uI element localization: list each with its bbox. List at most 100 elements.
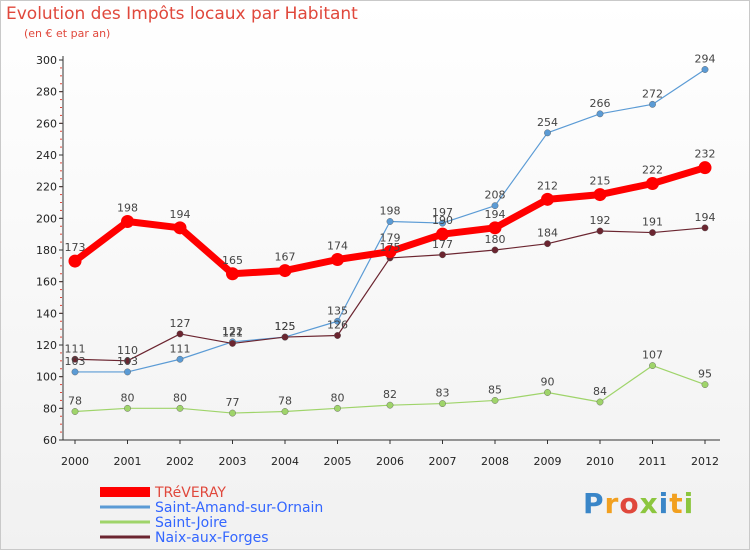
data-label: 121: [222, 326, 243, 339]
data-label: 198: [380, 205, 401, 218]
data-point: [491, 397, 499, 404]
data-label: 180: [485, 233, 506, 246]
data-point: [439, 400, 446, 407]
y-minor-tick: [60, 209, 62, 211]
data-label: 82: [383, 388, 397, 401]
y-minor-tick: [60, 67, 62, 69]
data-point: [701, 224, 709, 232]
legend: TRéVERAYSaint-Amand-sur-OrnainSaint-Joir…: [100, 485, 323, 546]
data-label: 85: [488, 383, 502, 396]
y-minor-tick: [60, 170, 62, 172]
data-label: 125: [275, 320, 296, 333]
data-label: 83: [436, 387, 450, 400]
y-tick-label: 100: [36, 371, 57, 384]
x-tick-label: 2009: [534, 455, 562, 468]
data-label: 80: [173, 391, 187, 404]
y-minor-tick: [60, 289, 62, 291]
legend-label: Saint-Joire: [155, 515, 227, 531]
data-point: [383, 245, 397, 259]
y-minor-tick: [60, 146, 62, 148]
data-label: 174: [327, 240, 348, 253]
y-tick-label: 300: [36, 54, 57, 67]
data-label: 111: [170, 342, 191, 355]
data-point: [68, 254, 82, 268]
data-point: [544, 389, 551, 396]
data-label: 173: [65, 241, 86, 254]
data-label: 127: [170, 317, 191, 330]
data-point: [544, 240, 551, 248]
data-label: 194: [485, 208, 506, 221]
y-tick-label: 260: [36, 117, 57, 130]
x-tick-label: 2008: [481, 455, 509, 468]
legend-label: Naix-aux-Forges: [155, 530, 269, 546]
y-tick-label: 120: [36, 339, 57, 352]
data-label: 294: [695, 53, 716, 66]
data-point: [593, 188, 607, 202]
data-label: 78: [278, 395, 292, 408]
data-label: 167: [275, 251, 296, 264]
y-tick-label: 220: [36, 181, 57, 194]
data-point: [596, 110, 604, 118]
y-minor-tick: [60, 233, 62, 235]
data-label: 80: [331, 391, 345, 404]
data-point: [701, 66, 709, 73]
data-label: 184: [537, 227, 558, 240]
data-point: [124, 368, 131, 376]
data-point: [491, 246, 499, 254]
legend-swatch: [100, 505, 150, 509]
y-minor-tick: [60, 83, 62, 85]
y-minor-tick: [60, 320, 62, 322]
x-tick-label: 2002: [166, 455, 194, 468]
x-tick-label: 2012: [691, 455, 719, 468]
data-label: 90: [541, 376, 555, 389]
x-tick-label: 2005: [324, 455, 352, 468]
data-label: 212: [537, 179, 558, 192]
data-label: 80: [121, 391, 135, 404]
y-minor-tick: [60, 399, 62, 401]
x-tick-label: 2000: [61, 455, 89, 468]
data-label: 84: [593, 385, 607, 398]
data-point: [281, 408, 289, 415]
y-minor-tick: [60, 423, 62, 425]
legend-swatch: [100, 535, 150, 539]
data-point: [71, 408, 79, 415]
x-tick-label: 2003: [219, 455, 247, 468]
y-minor-tick: [60, 107, 62, 108]
y-minor-tick: [60, 415, 62, 417]
y-minor-tick: [60, 352, 62, 354]
y-minor-tick: [60, 114, 62, 116]
data-point: [649, 100, 656, 108]
data-label: 272: [642, 87, 663, 100]
data-label: 208: [485, 189, 506, 202]
y-minor-tick: [60, 304, 62, 306]
y-minor-tick: [60, 297, 62, 298]
data-point: [541, 192, 554, 206]
y-tick-label: 180: [36, 244, 57, 257]
series-layer: [68, 66, 712, 417]
y-minor-tick: [60, 273, 62, 275]
data-point: [488, 221, 502, 235]
data-label: 165: [222, 254, 243, 267]
data-point: [121, 215, 134, 228]
data-label: 111: [65, 342, 86, 355]
y-minor-tick: [60, 225, 62, 227]
data-point: [71, 355, 79, 363]
y-minor-tick: [60, 265, 62, 267]
y-minor-tick: [60, 162, 62, 164]
data-point: [544, 129, 551, 137]
data-point: [436, 227, 449, 241]
data-label: 95: [698, 368, 712, 381]
data-label: 232: [695, 148, 716, 161]
y-minor-tick: [60, 360, 62, 362]
data-label: 107: [642, 349, 663, 362]
y-minor-tick: [60, 328, 62, 330]
x-tick-label: 2006: [376, 455, 404, 468]
y-tick-label: 80: [43, 402, 57, 415]
data-label: 122: [222, 325, 243, 338]
legend-label: TRéVERAY: [154, 485, 226, 501]
data-point: [229, 340, 236, 347]
data-point: [229, 409, 236, 417]
data-label: 197: [432, 206, 453, 219]
data-point: [124, 357, 131, 365]
